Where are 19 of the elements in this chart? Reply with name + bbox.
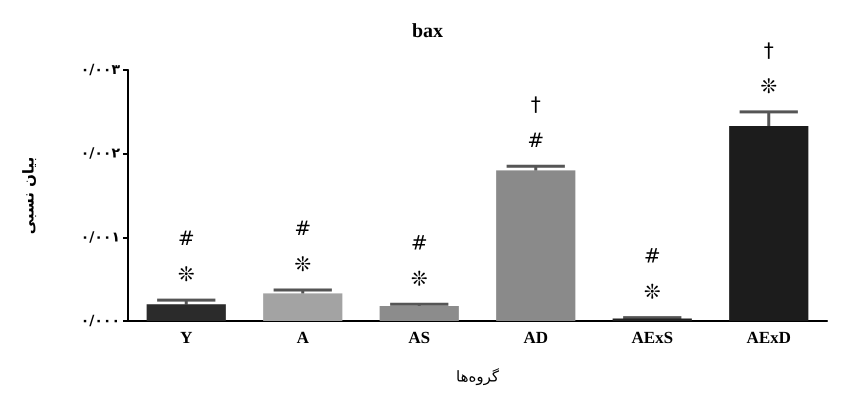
- y-tick-label: ۰/۰۰۰: [80, 313, 120, 329]
- x-tick-label: Y: [180, 328, 192, 347]
- y-axis-title: بیان نسبی: [20, 156, 38, 234]
- x-axis-title: گروه‌ها: [456, 368, 500, 386]
- annotation: # ❊: [644, 244, 661, 304]
- annotation: † #: [527, 92, 544, 152]
- x-tick-label: AS: [408, 328, 430, 347]
- y-tick-label: ۰/۰۰۲: [80, 146, 120, 162]
- x-tick-label: AD: [523, 328, 548, 347]
- y-tick-label: ۰/۰۰۱: [80, 229, 120, 246]
- annotation: † ❊: [760, 38, 778, 98]
- x-tick-label: A: [296, 328, 310, 347]
- x-tick-label: AExS: [631, 328, 674, 347]
- chart-title: bax: [412, 20, 444, 42]
- annotation: # ❊: [178, 226, 195, 286]
- y-tick-label: ۰/۰۰۳: [80, 62, 120, 78]
- annotation: # ❊: [410, 230, 428, 290]
- x-tick-label: AExD: [746, 328, 791, 347]
- annotation: # ❊: [294, 216, 312, 276]
